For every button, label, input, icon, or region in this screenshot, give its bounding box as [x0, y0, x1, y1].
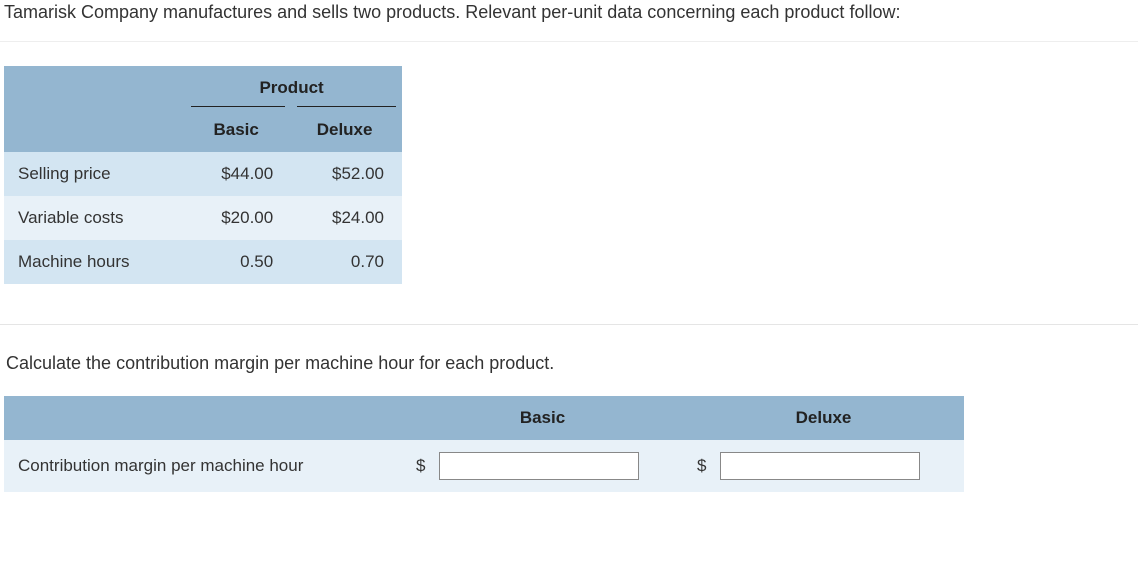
- table1-corner-blank: [4, 66, 185, 106]
- table-row: Machine hours 0.50 0.70: [4, 240, 402, 284]
- intro-text: Tamarisk Company manufactures and sells …: [4, 2, 900, 22]
- problem-intro: Tamarisk Company manufactures and sells …: [0, 0, 1138, 42]
- cell-deluxe: $24.00: [291, 196, 402, 240]
- cell-basic: $44.00: [185, 152, 291, 196]
- column-rule: [191, 106, 285, 107]
- answer-col-deluxe: Deluxe: [683, 396, 964, 440]
- column-rule: [297, 106, 396, 107]
- answer-col-blank: [4, 396, 402, 440]
- currency-symbol: $: [697, 456, 715, 476]
- row-label: Variable costs: [4, 196, 185, 240]
- table1-col-deluxe: Deluxe: [291, 106, 402, 152]
- col-deluxe-label: Deluxe: [317, 120, 373, 139]
- table1-col-basic: Basic: [185, 106, 291, 152]
- product-data-table: Product Basic Deluxe Selling price $44.0…: [4, 66, 402, 284]
- deluxe-answer-input[interactable]: [720, 452, 920, 480]
- answer-col-basic: Basic: [402, 396, 683, 440]
- table-row: Contribution margin per machine hour $ $: [4, 440, 964, 492]
- currency-symbol: $: [416, 456, 434, 476]
- answer-table-region: Basic Deluxe Contribution margin per mac…: [0, 396, 1138, 516]
- row-label: Machine hours: [4, 240, 185, 284]
- answer-cell-basic: $: [402, 440, 683, 492]
- data-table-region: Product Basic Deluxe Selling price $44.0…: [0, 42, 1138, 324]
- cell-deluxe: 0.70: [291, 240, 402, 284]
- table-row: Variable costs $20.00 $24.00: [4, 196, 402, 240]
- table1-spanner-product: Product: [185, 66, 402, 106]
- answer-table: Basic Deluxe Contribution margin per mac…: [4, 396, 964, 492]
- question-prompt: Calculate the contribution margin per ma…: [0, 325, 1138, 396]
- cell-basic: $20.00: [185, 196, 291, 240]
- answer-row-label: Contribution margin per machine hour: [4, 440, 402, 492]
- prompt-text: Calculate the contribution margin per ma…: [6, 353, 554, 373]
- table1-subhead-blank: [4, 106, 185, 152]
- cell-deluxe: $52.00: [291, 152, 402, 196]
- cell-basic: 0.50: [185, 240, 291, 284]
- col-basic-label: Basic: [214, 120, 259, 139]
- row-label: Selling price: [4, 152, 185, 196]
- answer-cell-deluxe: $: [683, 440, 964, 492]
- table-row: Selling price $44.00 $52.00: [4, 152, 402, 196]
- basic-answer-input[interactable]: [439, 452, 639, 480]
